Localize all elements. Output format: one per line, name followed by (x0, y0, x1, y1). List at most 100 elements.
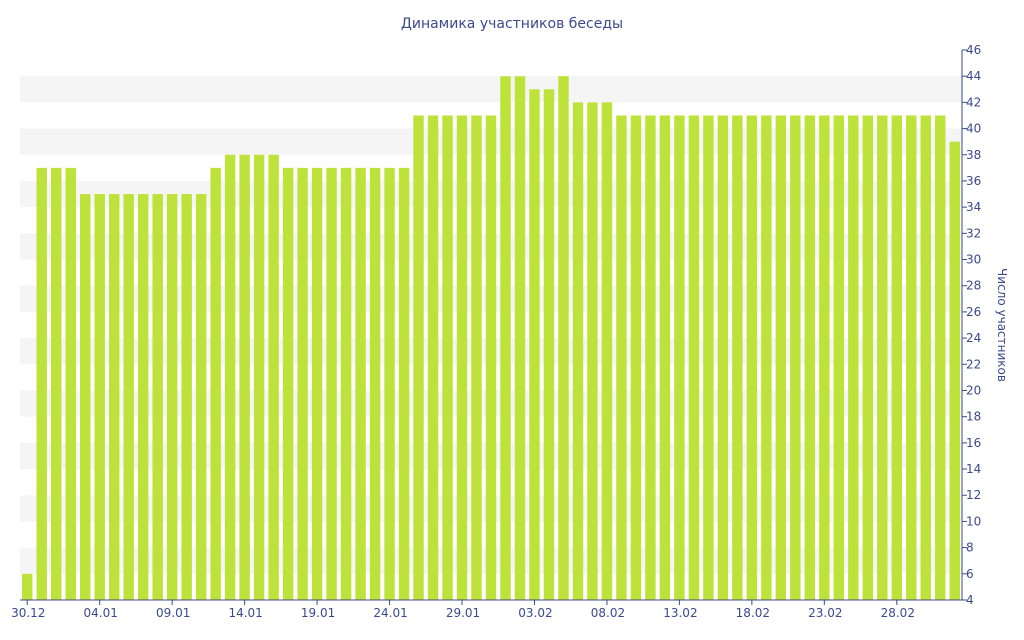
bar (485, 115, 497, 600)
bar (355, 167, 366, 600)
bar (674, 115, 685, 600)
bar (427, 115, 439, 600)
x-tick-label: 28.02 (881, 606, 915, 620)
bar (500, 76, 511, 600)
y-tick-label: 32 (966, 226, 981, 240)
y-tick-label: 34 (966, 200, 981, 214)
y-tick-label: 8 (966, 541, 974, 555)
x-tick-label: 04.01 (84, 606, 118, 620)
bar (384, 167, 395, 600)
bar (601, 102, 613, 600)
bar (529, 89, 540, 601)
bar (398, 167, 410, 600)
bar (862, 115, 874, 600)
y-tick-label: 40 (966, 122, 981, 136)
bar (253, 154, 265, 600)
bar (340, 167, 352, 600)
y-tick-label: 10 (966, 514, 981, 528)
y-tick-label: 20 (966, 383, 981, 397)
x-tick-label: 03.02 (518, 606, 552, 620)
bar (282, 167, 294, 600)
bar (326, 167, 337, 600)
bar (630, 115, 642, 600)
bar (514, 76, 526, 600)
y-tick-label: 42 (966, 95, 981, 109)
y-tick-label: 6 (966, 567, 974, 581)
bar (369, 167, 381, 600)
x-tick-label: 23.02 (808, 606, 842, 620)
bar (703, 115, 714, 600)
x-tick-label: 30.12 (11, 606, 45, 620)
bar (848, 115, 859, 600)
y-tick-label: 36 (966, 174, 981, 188)
x-tick-label: 14.01 (228, 606, 262, 620)
y-tick-label: 14 (966, 462, 981, 476)
bar (572, 102, 584, 600)
bar (65, 167, 76, 600)
bar (891, 115, 903, 600)
bar (761, 115, 772, 600)
bar (195, 194, 207, 601)
bar (239, 154, 250, 600)
y-tick-label: 18 (966, 410, 981, 424)
bar (616, 115, 627, 600)
y-tick-label: 38 (966, 148, 981, 162)
bar (558, 76, 569, 600)
bar (833, 115, 845, 600)
bar (181, 194, 192, 601)
x-axis: 30.12 04.01 09.01 14.01 19.01 24.01 29.01 03.02… (11, 599, 962, 620)
bar (717, 115, 729, 600)
bar (935, 115, 946, 600)
bar (311, 167, 323, 600)
bar (268, 154, 279, 600)
bar (51, 167, 62, 600)
x-tick-label: 08.02 (591, 606, 625, 620)
bar (36, 167, 47, 600)
bar (659, 115, 671, 600)
bar (790, 115, 801, 600)
bar (949, 141, 960, 600)
bar (152, 194, 163, 601)
y-axis: 4681012141618202224262830323436384042444… (961, 43, 981, 607)
bar (543, 89, 555, 601)
bar (471, 115, 482, 600)
y-tick-label: 4 (966, 593, 974, 607)
bar (79, 194, 91, 601)
bar (94, 194, 105, 601)
y-tick-label: 28 (966, 279, 981, 293)
y-tick-label: 12 (966, 488, 981, 502)
bar (456, 115, 468, 600)
x-tick-label: 13.02 (663, 606, 697, 620)
grid-band (20, 76, 962, 103)
bar (108, 194, 120, 601)
y-tick-label: 44 (966, 69, 981, 83)
x-tick-label: 19.01 (301, 606, 335, 620)
y-tick-label: 24 (966, 331, 981, 345)
bar (732, 115, 743, 600)
bars (22, 76, 960, 601)
bar (442, 115, 453, 600)
bar (224, 154, 236, 600)
bar (210, 167, 221, 600)
x-tick-label: 09.01 (156, 606, 190, 620)
y-tick-label: 30 (966, 253, 981, 267)
chart-title: Динамика участников беседы (401, 16, 623, 32)
bar (775, 115, 787, 600)
bar (22, 573, 33, 600)
bar (906, 115, 917, 600)
bar (123, 194, 134, 601)
y-axis-label: Число участников (995, 268, 1009, 382)
bar (688, 115, 700, 600)
y-tick-label: 16 (966, 436, 981, 450)
bar (920, 115, 931, 600)
y-tick-label: 46 (966, 43, 981, 57)
bar (587, 102, 598, 600)
bar (297, 167, 308, 600)
bar (166, 194, 178, 601)
bar (645, 115, 656, 600)
x-tick-label: 18.02 (736, 606, 770, 620)
x-tick-label: 29.01 (446, 606, 480, 620)
bar (804, 115, 816, 600)
bar (877, 115, 888, 600)
